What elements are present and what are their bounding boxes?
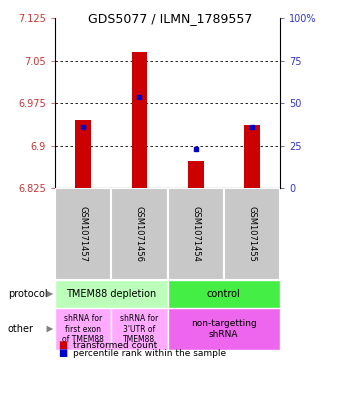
Bar: [55, 188, 111, 280]
Text: shRNA for
first exon
of TMEM88: shRNA for first exon of TMEM88: [62, 314, 104, 344]
Text: control: control: [207, 289, 241, 299]
Text: GSM1071454: GSM1071454: [191, 206, 200, 262]
Bar: [168, 308, 280, 350]
Bar: [188, 161, 204, 188]
Text: protocol: protocol: [8, 289, 48, 299]
Text: transformed count: transformed count: [73, 341, 157, 350]
Bar: [168, 280, 280, 308]
Text: ■: ■: [58, 340, 67, 350]
Bar: [111, 308, 168, 350]
Text: percentile rank within the sample: percentile rank within the sample: [73, 349, 226, 358]
Bar: [244, 125, 260, 188]
Text: GSM1071455: GSM1071455: [248, 206, 256, 262]
Text: TMEM88 depletion: TMEM88 depletion: [66, 289, 156, 299]
Bar: [132, 52, 147, 188]
Bar: [55, 280, 168, 308]
Bar: [55, 308, 111, 350]
Bar: [111, 188, 168, 280]
Text: non-targetting
shRNA: non-targetting shRNA: [191, 319, 257, 339]
Bar: [168, 188, 224, 280]
Text: GDS5077 / ILMN_1789557: GDS5077 / ILMN_1789557: [88, 12, 252, 25]
Text: GSM1071457: GSM1071457: [79, 206, 88, 262]
Text: GSM1071456: GSM1071456: [135, 206, 144, 262]
Bar: [75, 120, 91, 188]
Text: other: other: [8, 324, 34, 334]
Text: ■: ■: [58, 348, 67, 358]
Bar: [224, 188, 280, 280]
Text: shRNA for
3'UTR of
TMEM88: shRNA for 3'UTR of TMEM88: [120, 314, 158, 344]
